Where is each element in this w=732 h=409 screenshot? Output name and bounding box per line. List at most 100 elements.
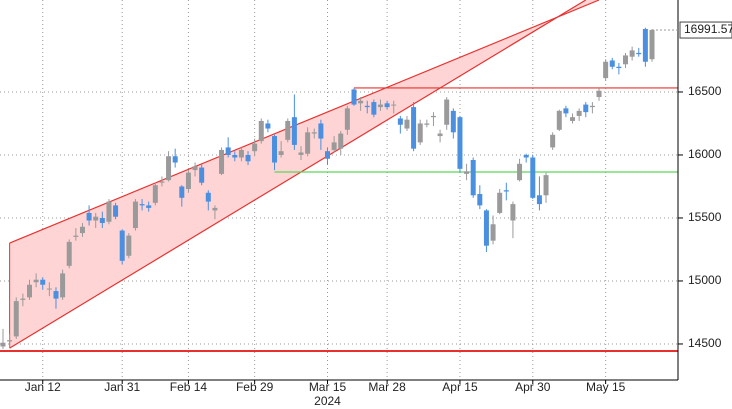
y-tick-label: 16500: [688, 84, 722, 98]
candle-body: [497, 192, 503, 213]
candle-body: [60, 273, 66, 298]
candle-body: [583, 104, 589, 113]
candle-body: [0, 342, 6, 347]
candle-body: [391, 104, 397, 106]
candle-body: [212, 207, 218, 211]
candle-body: [570, 117, 576, 121]
candle-body: [510, 204, 516, 221]
candle-body: [53, 291, 59, 299]
candle-body: [338, 133, 344, 149]
candle-body: [305, 132, 311, 154]
candle-body: [649, 30, 655, 60]
candle-body: [503, 190, 509, 192]
candle-body: [417, 123, 423, 143]
x-tick-label: Feb 14: [170, 380, 208, 394]
candle-body: [265, 123, 271, 129]
grid: [0, 0, 678, 380]
candle-body: [46, 288, 52, 290]
candle-body: [377, 104, 383, 108]
candle-body: [318, 123, 324, 139]
candle-body: [119, 230, 125, 261]
candle-body: [477, 194, 483, 206]
candle-body: [364, 105, 370, 108]
candle-body: [199, 167, 205, 183]
candle-body: [298, 152, 304, 155]
candle-body: [73, 235, 79, 237]
candle-body: [132, 201, 138, 229]
candle-body: [550, 134, 556, 148]
candle-body: [609, 60, 615, 67]
candle-body: [205, 192, 211, 202]
candle-body: [99, 217, 105, 224]
candle-body: [457, 117, 463, 169]
candle-body: [232, 154, 238, 158]
x-tick-label: Jan 31: [104, 380, 140, 394]
last-price-label: 16991.57: [684, 22, 732, 36]
candle-body: [79, 226, 85, 234]
candle-body: [219, 149, 225, 174]
candle-body: [384, 103, 390, 108]
candles: [0, 27, 655, 350]
x-tick-label: May 15: [586, 380, 626, 394]
candle-body: [238, 149, 244, 158]
year-label: 2024: [314, 394, 341, 408]
candle-body: [179, 186, 185, 198]
x-tick-label: Apr 15: [442, 380, 478, 394]
candle-body: [603, 61, 609, 79]
y-tick-label: 15500: [688, 210, 722, 224]
candle-body: [33, 279, 39, 283]
candle-body: [430, 115, 436, 118]
candle-body: [113, 205, 119, 217]
candle-body: [556, 110, 562, 130]
candle-body: [86, 212, 92, 221]
candle-body: [192, 166, 198, 171]
candle-body: [20, 298, 26, 300]
candle-body: [517, 163, 523, 181]
candle-body: [139, 204, 145, 206]
candle-body: [470, 160, 476, 196]
candle-body: [483, 210, 489, 246]
candle-body: [589, 105, 595, 108]
candle-body: [311, 132, 317, 134]
y-tick-label: 15000: [688, 273, 722, 287]
candle-body: [325, 151, 330, 159]
candle-body: [404, 119, 410, 129]
candle-body: [523, 154, 529, 158]
candle-body: [563, 108, 569, 114]
candle-body: [146, 205, 152, 208]
candle-body: [536, 195, 542, 205]
candle-body: [642, 28, 648, 62]
candle-body: [623, 55, 629, 65]
y-tick-label: 16000: [688, 147, 722, 161]
x-tick-label: Apr 30: [515, 380, 551, 394]
candle-body: [272, 136, 278, 163]
x-tick-label: Jan 12: [25, 380, 61, 394]
x-tick-label: Mar 28: [368, 380, 406, 394]
candle-body: [278, 151, 284, 155]
candle-body: [225, 147, 231, 155]
candle-body: [351, 89, 357, 105]
candle-body: [616, 66, 622, 69]
candle-body: [331, 142, 337, 150]
candle-body: [93, 216, 99, 221]
candle-body: [40, 279, 46, 285]
candle-body: [126, 235, 132, 256]
candle-body: [543, 175, 549, 196]
candle-body: [397, 118, 403, 125]
candle-body: [185, 172, 191, 189]
candle-body: [172, 156, 178, 163]
last-price-box: [679, 21, 732, 39]
candle-body: [358, 100, 364, 104]
candle-body: [258, 120, 264, 142]
candle-body: [490, 224, 496, 241]
candle-body: [26, 284, 32, 298]
candle-body: [371, 102, 377, 115]
candle-body: [411, 107, 417, 149]
candle-body: [450, 110, 456, 133]
candle-body: [7, 340, 13, 342]
candle-body: [464, 171, 470, 174]
candle-body: [530, 157, 536, 198]
candle-body: [66, 241, 72, 266]
